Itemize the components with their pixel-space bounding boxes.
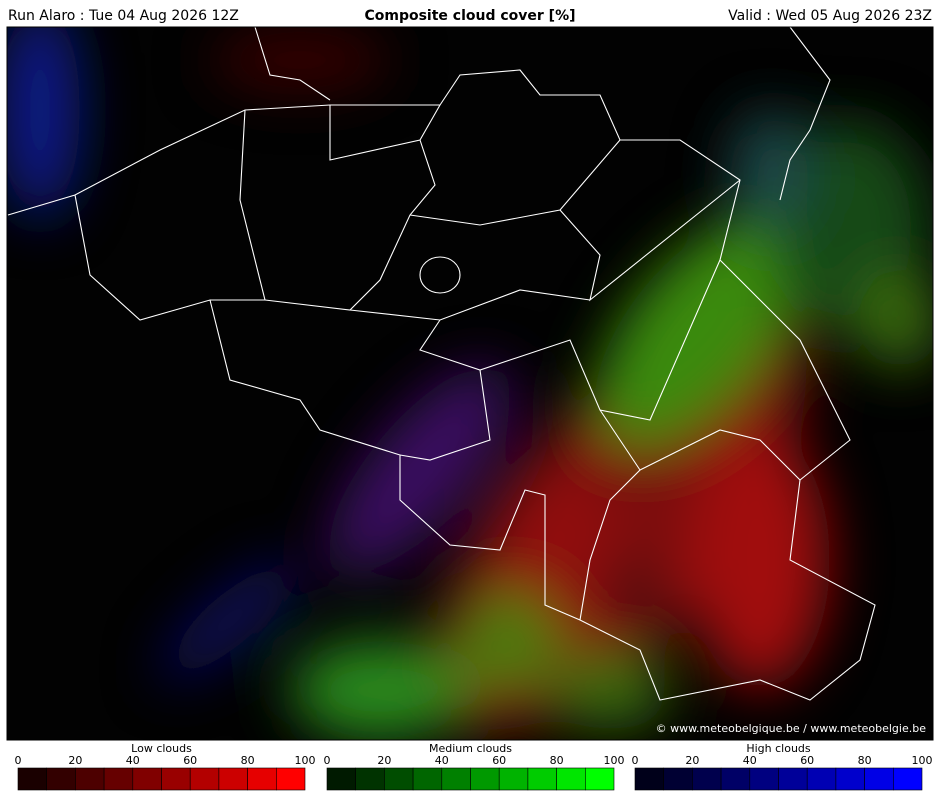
legend-tick-label: 80 <box>241 754 255 767</box>
color-swatch <box>247 767 277 791</box>
legend-tick-label: 40 <box>435 754 449 767</box>
legend-title: Low clouds <box>131 742 192 755</box>
legend-tick-label: 20 <box>68 754 82 767</box>
color-swatch <box>75 767 105 791</box>
color-swatch <box>189 767 220 791</box>
color-swatch <box>778 767 808 791</box>
legend-tick-label: 80 <box>858 754 872 767</box>
legend-tick-label: 100 <box>912 754 933 767</box>
color-swatch <box>584 767 615 791</box>
legend-tick-label: 0 <box>15 754 22 767</box>
legend-title: High clouds <box>746 742 811 755</box>
color-swatch <box>556 767 586 791</box>
color-swatch <box>441 767 471 791</box>
legend-tick-label: 20 <box>685 754 699 767</box>
color-swatch <box>806 767 837 791</box>
run-label: Run Alaro : Tue 04 Aug 2026 12Z <box>8 8 239 24</box>
color-swatch <box>692 767 722 791</box>
legend-tick-label: 40 <box>743 754 757 767</box>
color-swatch <box>527 767 557 791</box>
credit: © www.meteobelgique.be / www.meteobelgie… <box>656 722 927 735</box>
color-swatch <box>355 767 385 791</box>
color-swatch <box>864 767 894 791</box>
color-swatch <box>412 767 443 791</box>
color-swatch <box>384 767 414 791</box>
legends: Low clouds 0 20 40 60 80 100 Medium clouds 0 20 40… <box>15 742 933 791</box>
color-swatch <box>663 767 693 791</box>
legend-tick-label: 20 <box>377 754 391 767</box>
color-swatch <box>218 767 248 791</box>
legend-tick-label: 0 <box>324 754 331 767</box>
color-swatch <box>720 767 751 791</box>
legend-title: Medium clouds <box>429 742 512 755</box>
color-swatch <box>835 767 865 791</box>
color-swatch <box>161 767 191 791</box>
borders <box>7 27 876 701</box>
color-swatch <box>103 767 134 791</box>
color-swatch <box>275 767 306 791</box>
legend-tick-label: 100 <box>295 754 316 767</box>
legend-tick-label: 60 <box>183 754 197 767</box>
legend-tick-label: 40 <box>126 754 140 767</box>
map-frame <box>6 26 934 741</box>
legend-tick-label: 60 <box>800 754 814 767</box>
color-swatch <box>634 767 665 791</box>
map-title: Composite cloud cover [%] <box>364 8 575 24</box>
valid-label: Valid : Wed 05 Aug 2026 23Z <box>728 8 932 24</box>
color-swatch <box>892 767 923 791</box>
color-swatch <box>46 767 76 791</box>
legend-tick-label: 0 <box>632 754 639 767</box>
color-swatch <box>749 767 779 791</box>
legend-tick-label: 100 <box>604 754 625 767</box>
color-swatch <box>17 767 48 791</box>
color-swatch <box>470 767 500 791</box>
legend-tick-label: 80 <box>550 754 564 767</box>
color-swatch <box>326 767 357 791</box>
legend-tick-label: 60 <box>492 754 506 767</box>
color-swatch <box>132 767 162 791</box>
color-swatch <box>498 767 529 791</box>
